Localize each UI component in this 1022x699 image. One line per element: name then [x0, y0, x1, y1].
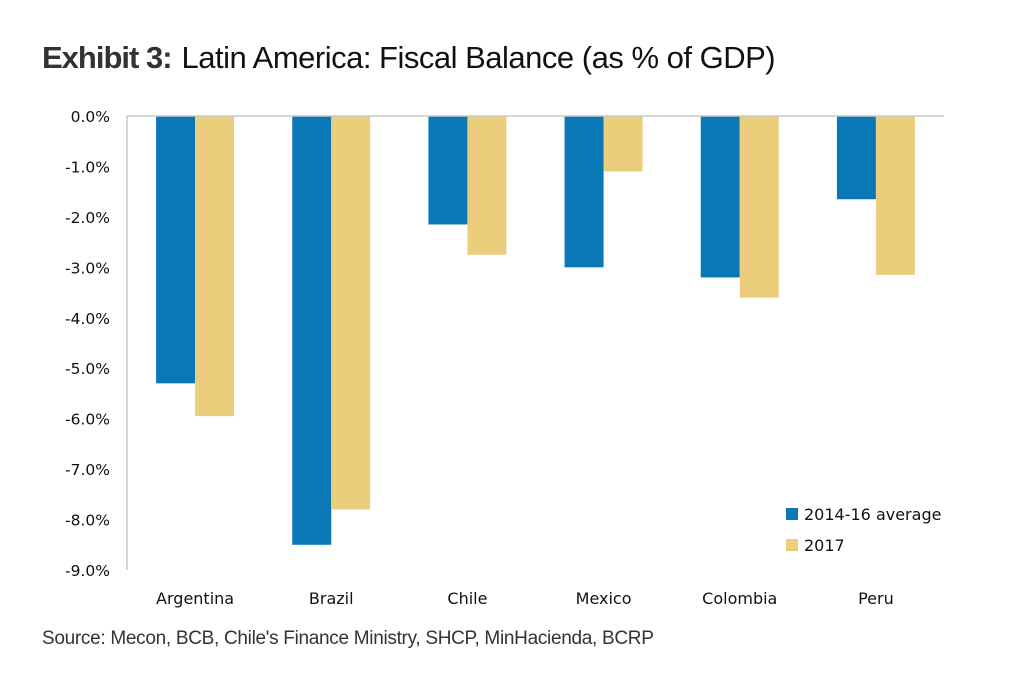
y-tick-label: -2.0% [65, 209, 110, 227]
bar-mexico-2017 [603, 116, 643, 172]
bar-chile-2014-16-average [428, 116, 468, 225]
x-category-labels: Argentina Brazil Chile Mexico Colombia Peru [156, 589, 894, 608]
bar-colombia-2017 [739, 116, 779, 298]
y-tick-label: -8.0% [65, 512, 110, 530]
source-note: Source: Mecon, BCB, Chile's Finance Mini… [42, 628, 654, 649]
y-tick-label: 0.0% [71, 108, 110, 126]
y-tick-label: -6.0% [65, 411, 110, 429]
bar-argentina-2017 [195, 116, 235, 417]
x-category-label: Brazil [309, 589, 354, 608]
bar-peru-2014-16-average [836, 116, 876, 200]
bar-argentina-2014-16-average [156, 116, 196, 384]
bar-brazil-2017 [331, 116, 371, 510]
bars-group [156, 116, 915, 545]
y-tick-label: -1.0% [65, 158, 110, 176]
legend-label-2017: 2017 [804, 536, 845, 555]
y-tick-label: -3.0% [65, 259, 110, 277]
chart-title: Exhibit 3: Latin America: Fiscal Balance … [42, 40, 776, 76]
y-tick-label: -4.0% [65, 310, 110, 328]
legend-swatch-2017 [786, 539, 798, 551]
legend: 2014-16 average 2017 [786, 505, 941, 555]
legend-swatch-2014-16-average [786, 508, 798, 520]
bar-chile-2017 [467, 116, 507, 255]
bar-brazil-2014-16-average [292, 116, 332, 545]
y-tick-label: -7.0% [65, 461, 110, 479]
y-tick-label: -5.0% [65, 360, 110, 378]
exhibit-label: Exhibit 3: [42, 40, 173, 75]
x-category-label: Chile [447, 589, 487, 608]
bar-mexico-2014-16-average [564, 116, 604, 268]
y-tick-labels: 0.0% -1.0% -2.0% -3.0% -4.0% -5.0% -6.0% -7.0% -… [65, 108, 110, 580]
chart-title-text: Latin America: Fiscal Balance (as % of G… [181, 40, 776, 75]
x-category-label: Mexico [576, 589, 632, 608]
bar-peru-2017 [875, 116, 915, 275]
y-tick-label: -9.0% [65, 562, 110, 580]
legend-label-2014-16-average: 2014-16 average [804, 505, 941, 524]
x-category-label: Colombia [702, 589, 777, 608]
x-category-label: Argentina [156, 589, 234, 608]
bar-colombia-2014-16-average [700, 116, 740, 278]
x-category-label: Peru [858, 589, 894, 608]
